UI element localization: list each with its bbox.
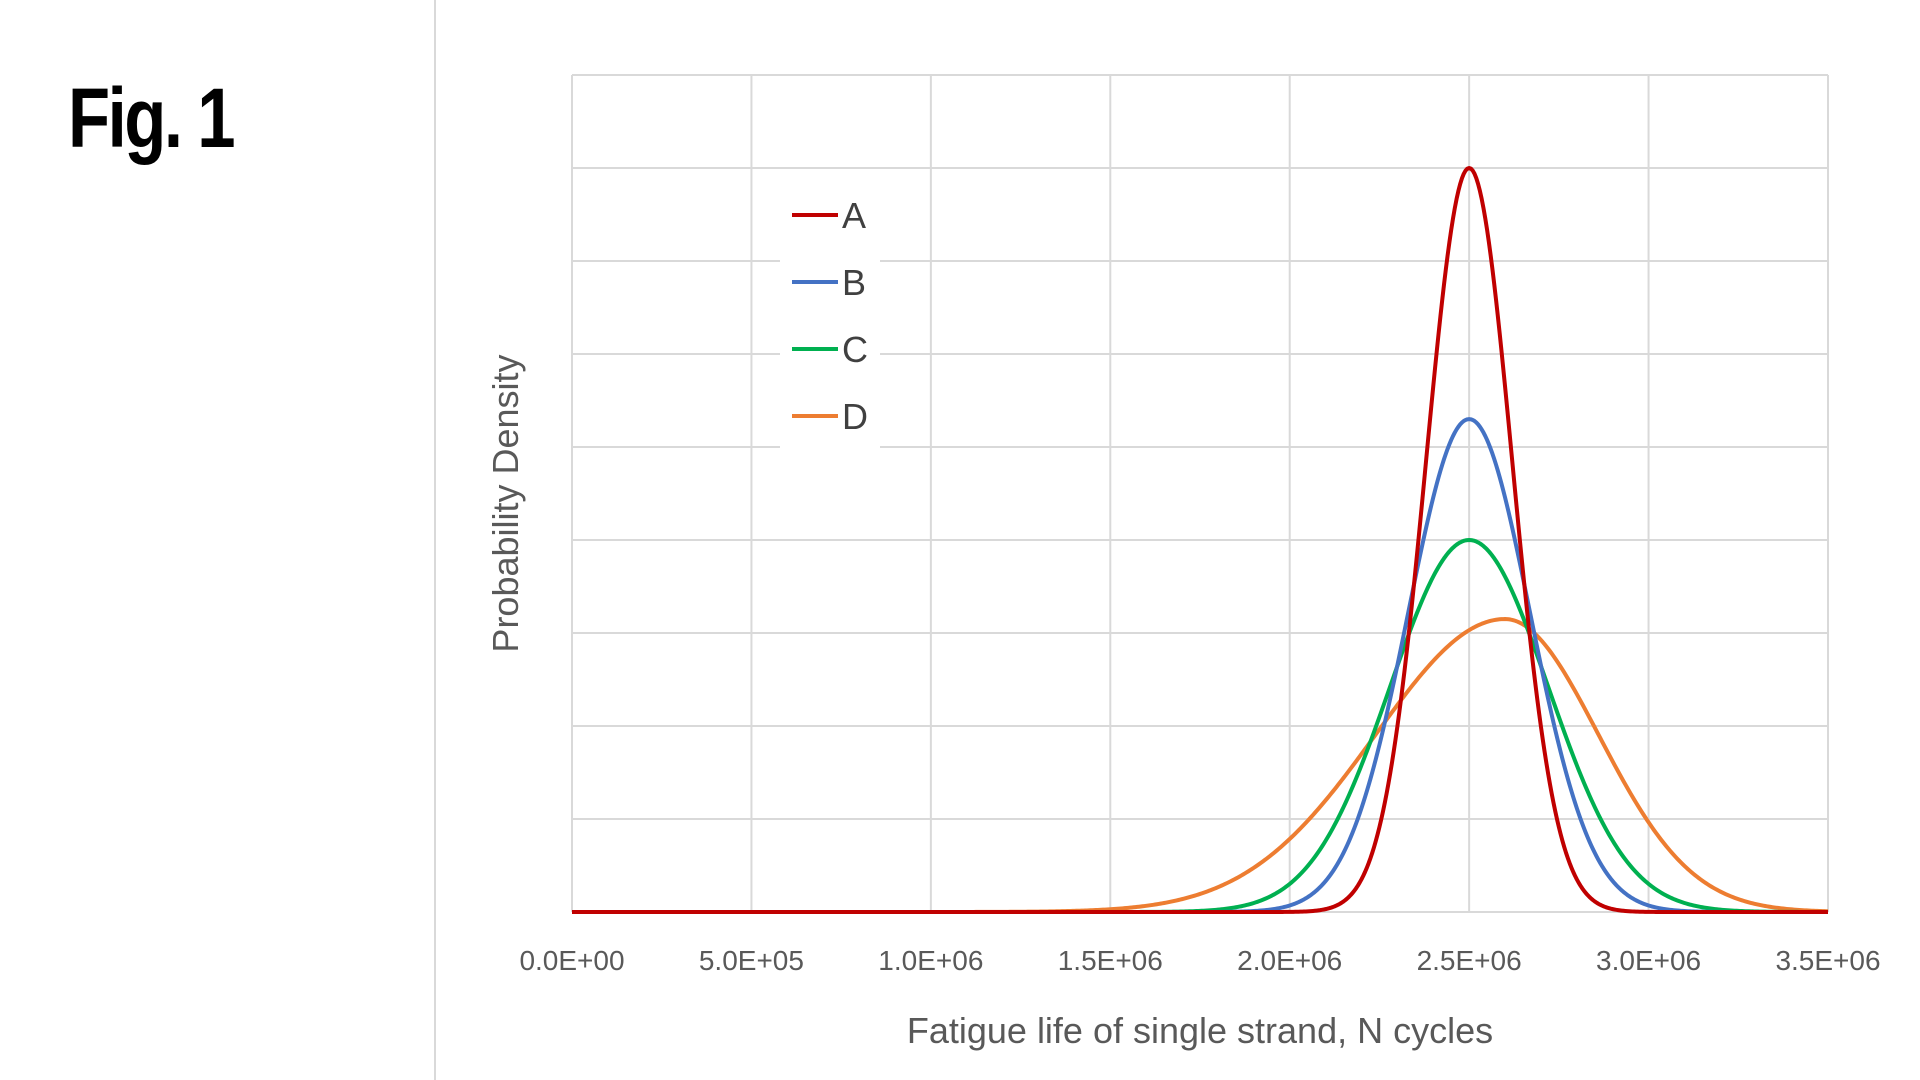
divider [434, 0, 436, 1080]
x-axis-title: Fatigue life of single strand, N cycles [907, 1010, 1493, 1051]
legend-label-c: C [842, 329, 868, 370]
legend-background [780, 185, 880, 450]
x-tick-label: 1.5E+06 [1058, 945, 1163, 976]
legend-label-b: B [842, 262, 866, 303]
figure-label: Fig. 1 [68, 71, 236, 165]
series-line-a [571, 166, 1829, 914]
legend-label-a: A [842, 195, 866, 236]
x-tick-label: 5.0E+05 [699, 945, 804, 976]
x-tick-labels: 0.0E+00 5.0E+05 1.0E+06 1.5E+06 2.0E+06 2.5E+… [519, 945, 1880, 976]
series-layer [571, 166, 1829, 914]
series-line-d [571, 617, 1829, 914]
chart-grid [571, 74, 1829, 913]
x-tick-label: 2.0E+06 [1237, 945, 1342, 976]
x-tick-label: 3.5E+06 [1775, 945, 1880, 976]
x-tick-label: 1.0E+06 [878, 945, 983, 976]
x-tick-label: 2.5E+06 [1417, 945, 1522, 976]
legend-label-d: D [842, 396, 868, 437]
y-axis-title: Probability Density [485, 354, 526, 652]
series-line-b [571, 417, 1829, 914]
x-tick-label: 3.0E+06 [1596, 945, 1701, 976]
x-tick-label: 0.0E+00 [519, 945, 624, 976]
